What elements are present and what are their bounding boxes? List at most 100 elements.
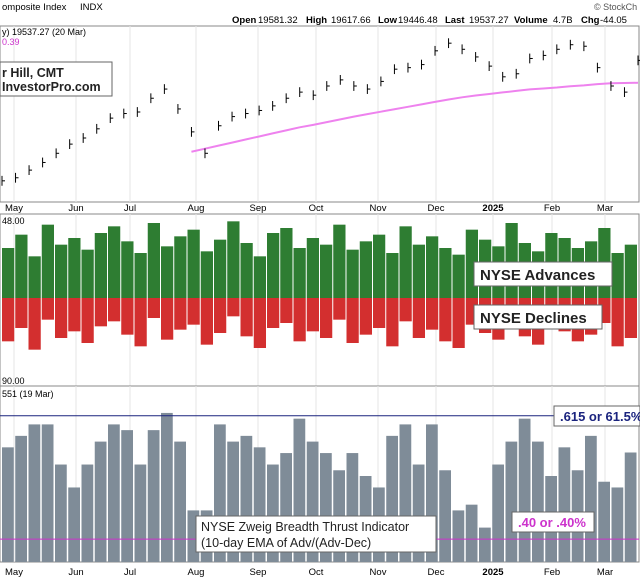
zweig-bar: [108, 424, 120, 562]
zweig-title-box: [195, 515, 437, 553]
advance-bar: [147, 223, 160, 298]
zweig-bar: [121, 430, 133, 562]
author-name: r Hill, CMT: [2, 66, 64, 80]
advance-bar: [611, 253, 624, 298]
zweig-bar: [134, 464, 147, 562]
ema-line: [191, 81, 639, 153]
zweig-bar: [161, 412, 173, 562]
advances-label-box: [473, 261, 613, 287]
zweig-bar: [346, 453, 359, 562]
header-bar: [0, 0, 640, 30]
advance-bar: [227, 221, 240, 298]
month-tick-label: Jul: [124, 203, 136, 214]
volume-label: Volume: [514, 15, 548, 26]
zweig-bar: [386, 435, 398, 562]
symbol-label: INDX: [80, 2, 103, 13]
decline-bar: [373, 298, 386, 328]
month-tick-label: Sep: [250, 567, 267, 578]
decline-bar: [68, 298, 81, 332]
zweig-bar: [81, 464, 94, 562]
decline-bar: [293, 298, 306, 342]
zweig-bar: [465, 504, 478, 562]
zweig-bar: [41, 424, 54, 562]
month-tick-label: Jun: [68, 567, 83, 578]
open-value: 19581.32: [258, 15, 298, 26]
zweig-bar: [624, 452, 637, 562]
advances-label: NYSE Advances: [480, 267, 595, 284]
zweig-bar: [611, 487, 624, 562]
zweig-bar: [306, 441, 319, 562]
advance-bar: [240, 243, 253, 298]
month-tick-label: Dec: [428, 203, 445, 214]
month-tick-label: Feb: [544, 203, 560, 214]
zweig-bar: [293, 418, 306, 562]
decline-bar: [227, 298, 240, 317]
zweig-bar: [267, 464, 279, 562]
advance-bar: [2, 248, 15, 298]
advance-bar: [28, 256, 41, 298]
month-tick-label: Nov: [370, 567, 387, 578]
month-tick-label: Sep: [250, 203, 267, 214]
decline-bar: [280, 298, 293, 323]
advance-bar: [280, 228, 293, 298]
decline-bar: [333, 298, 346, 320]
decline-bar: [306, 298, 319, 332]
price-legend: y) 19537.27 (20 Mar): [2, 27, 86, 37]
ema-legend: 0.39: [2, 37, 20, 47]
open-label: Open: [232, 15, 256, 26]
decline-bar: [214, 298, 227, 333]
advance-bar: [320, 244, 333, 298]
advance-bar: [439, 248, 452, 298]
advance-bar: [505, 223, 518, 298]
month-tick-label: Oct: [309, 203, 324, 214]
zweig-bar: [585, 435, 597, 562]
author-box: [0, 61, 113, 97]
decline-bar: [267, 298, 280, 328]
decline-bar: [121, 298, 134, 335]
low-value: 19446.48: [398, 15, 438, 26]
decline-bar: [55, 298, 68, 338]
breadth-top-label: 48.00: [2, 216, 25, 226]
price-gridlines: [13, 26, 606, 202]
breadth-panel: 48.00 90.00 NYSE Advances NYSE Declines: [0, 213, 640, 387]
zweig-bar: [253, 447, 266, 562]
stockcharts-brand: © StockCh: [594, 2, 637, 12]
zweig-bar: [479, 527, 491, 562]
advance-bar: [373, 234, 386, 298]
decline-bar: [346, 298, 359, 343]
decline-bar: [200, 298, 213, 345]
breadth-bottom-label: 90.00: [2, 376, 25, 386]
author-site: InvestorPro.com: [2, 80, 101, 94]
decline-bar: [624, 298, 637, 338]
month-tick-label: Aug: [188, 567, 205, 578]
advance-bar: [68, 238, 81, 298]
lower-label-box: [511, 511, 595, 533]
decline-bar: [147, 298, 160, 318]
lower-threshold-label: .40 or .40%: [518, 515, 586, 530]
high-label: High: [306, 15, 327, 26]
advance-bar: [253, 256, 266, 298]
zweig-bar: [15, 435, 27, 562]
zweig-bar: [558, 447, 571, 562]
decline-bar: [359, 298, 372, 335]
decline-bar: [412, 298, 425, 338]
month-tick-label: Dec: [428, 567, 445, 578]
decline-bar: [426, 298, 439, 330]
price-panel: y) 19537.27 (20 Mar) 0.39 r Hill, CMT In…: [0, 25, 640, 203]
advance-bar: [399, 226, 412, 298]
last-label: Last: [445, 15, 465, 26]
advances-bars: [2, 221, 637, 298]
decline-bar: [320, 298, 333, 338]
advance-bar: [108, 226, 121, 298]
upper-threshold-label: .615 or 61.5%: [560, 409, 640, 424]
advance-bar: [214, 239, 227, 298]
decline-bar: [41, 298, 54, 320]
decline-bar: [174, 298, 187, 330]
advance-bar: [412, 244, 425, 298]
zweig-bar: [187, 510, 200, 562]
advance-bar: [333, 224, 346, 298]
month-tick-label: Mar: [597, 203, 613, 214]
advance-bar: [426, 236, 439, 298]
zweig-bar: [28, 424, 41, 562]
zweig-bar: [505, 441, 518, 562]
